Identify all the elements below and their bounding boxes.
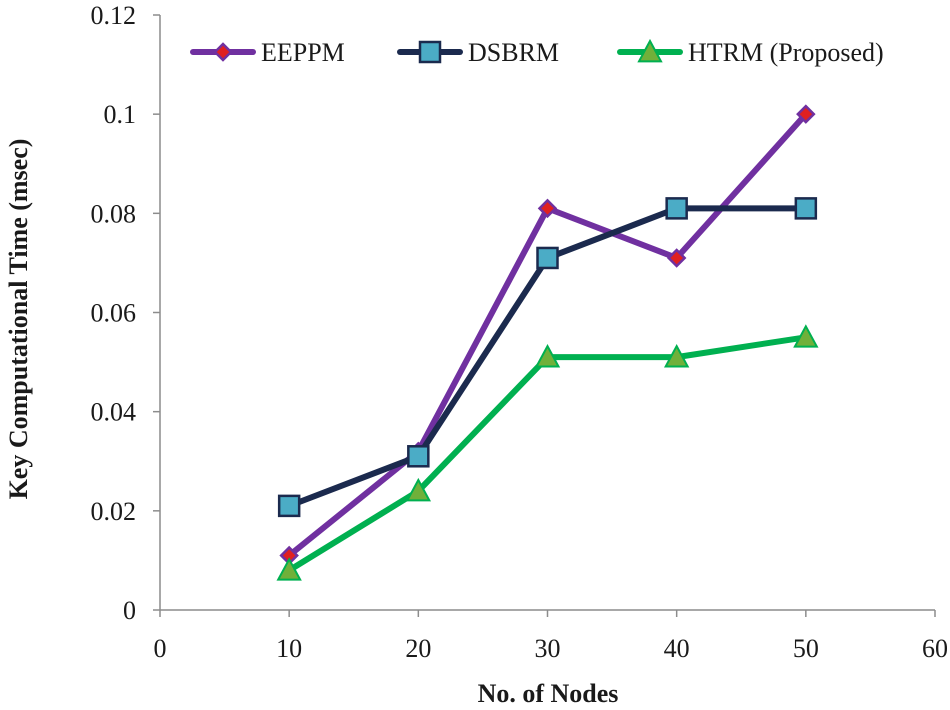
x-tick-label: 20 bbox=[405, 634, 431, 663]
data-point-marker bbox=[537, 198, 558, 219]
data-point-marker bbox=[794, 197, 818, 220]
y-tick-label: 0.04 bbox=[91, 398, 137, 427]
data-point-marker bbox=[796, 104, 816, 124]
data-point-marker bbox=[666, 248, 687, 268]
axes bbox=[153, 14, 936, 617]
data-point-marker bbox=[276, 557, 302, 581]
legend-item: HTRM (Proposed) bbox=[617, 38, 884, 67]
series-line bbox=[286, 334, 809, 574]
series-line bbox=[286, 111, 809, 559]
data-point-marker bbox=[536, 246, 559, 270]
x-tick-label: 0 bbox=[154, 634, 167, 663]
x-tick-label: 50 bbox=[793, 634, 819, 663]
x-tick-label: 30 bbox=[535, 634, 561, 663]
data-point-marker bbox=[534, 344, 561, 368]
series-dsbrm bbox=[277, 197, 818, 518]
legend-marker bbox=[418, 40, 442, 64]
y-tick-label: 0.1 bbox=[104, 100, 137, 129]
series-group bbox=[276, 104, 819, 581]
data-point-marker bbox=[665, 197, 688, 220]
data-point-marker bbox=[793, 324, 819, 348]
x-axis-title: No. of Nodes bbox=[478, 679, 619, 708]
legend-marker bbox=[637, 38, 663, 63]
data-point-marker bbox=[407, 445, 430, 468]
series-eeppm bbox=[279, 104, 816, 566]
legend-marker bbox=[213, 42, 233, 62]
legend-label: EEPPM bbox=[261, 38, 345, 67]
y-tick-label: 0 bbox=[123, 596, 136, 625]
x-tick-label: 10 bbox=[276, 634, 302, 663]
legend-label: DSBRM bbox=[468, 38, 559, 67]
legend: EEPPM DSBRM HTRM (Proposed) bbox=[190, 38, 884, 67]
legend-label: HTRM (Proposed) bbox=[688, 38, 884, 67]
legend-item: DSBRM bbox=[397, 38, 559, 67]
y-tick-label: 0.06 bbox=[91, 299, 137, 328]
y-tick-label: 0.08 bbox=[91, 199, 137, 228]
data-point-marker bbox=[277, 494, 301, 518]
y-tick-label: 0.02 bbox=[91, 497, 137, 526]
data-point-marker bbox=[663, 344, 690, 368]
x-tick-label: 40 bbox=[664, 634, 690, 663]
y-tick-label: 0.12 bbox=[91, 1, 137, 30]
series-htrm-proposed bbox=[276, 324, 819, 581]
tick-labels: 0 0.02 0.04 0.06 0.08 0.1 0.12 0 10 20 30 40 50 60 bbox=[91, 1, 949, 663]
y-axis-title: Key Computational Time (msec) bbox=[4, 139, 33, 500]
data-point-marker bbox=[405, 477, 432, 502]
x-tick-label: 60 bbox=[922, 634, 948, 663]
legend-item: EEPPM bbox=[190, 38, 345, 67]
